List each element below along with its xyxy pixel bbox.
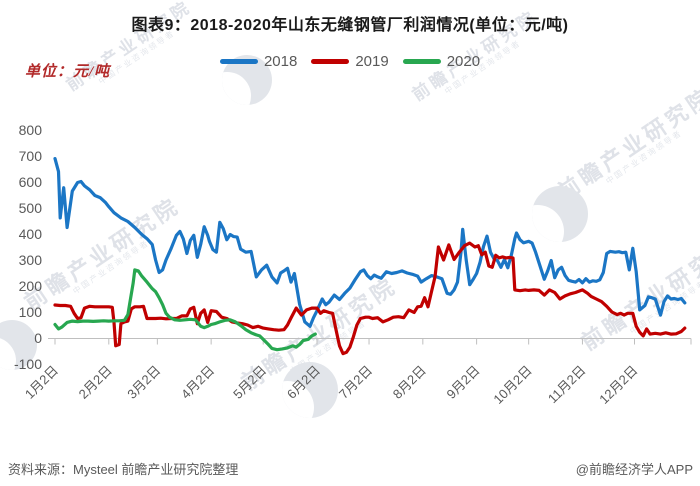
x-tick-label: 8月2日 <box>390 363 429 402</box>
series-line-2019 <box>53 241 687 356</box>
y-tick-label: 800 <box>19 122 43 138</box>
y-tick-label: -100 <box>14 356 42 372</box>
legend-swatch-2020 <box>402 59 441 64</box>
legend-swatch-2019 <box>311 59 350 64</box>
series-line-2018 <box>53 157 687 328</box>
x-tick-label: 5月2日 <box>230 363 269 402</box>
legend-swatch-2018 <box>219 59 258 64</box>
x-tick-label: 6月2日 <box>284 363 323 402</box>
y-tick-label: 0 <box>34 330 42 346</box>
legend-item-2019: 2019 <box>311 53 389 70</box>
y-tick-label: 200 <box>19 278 43 294</box>
unit-label: 单位：元/吨 <box>25 64 111 80</box>
y-tick-label: 600 <box>19 174 43 190</box>
x-tick-label: 12月2日 <box>596 363 640 407</box>
y-tick-label: 500 <box>19 200 43 216</box>
legend-label: 2020 <box>446 53 481 70</box>
x-tick-label: 9月2日 <box>444 363 483 402</box>
legend-label: 2018 <box>263 53 298 70</box>
x-tick-label: 3月2日 <box>124 363 163 402</box>
x-tick-label: 4月2日 <box>178 363 217 402</box>
y-tick-label: 400 <box>19 226 43 242</box>
x-tick-label: 2月2日 <box>76 363 115 402</box>
x-tick-label: 7月2日 <box>336 363 375 402</box>
y-tick-label: 100 <box>19 304 43 320</box>
source-note: 资料来源：Mysteel 前瞻产业研究院整理 <box>8 462 239 477</box>
y-tick-label: 700 <box>19 148 43 164</box>
legend-label: 2019 <box>355 53 389 70</box>
x-tick-label: 11月2日 <box>545 363 589 407</box>
app-credit: @前瞻经济学人APP <box>575 462 693 477</box>
chart-title: 图表9：2018-2020年山东无缝钢管厂利润情况(单位：元/吨) <box>131 17 569 34</box>
legend-item-2018: 2018 <box>219 53 298 70</box>
y-tick-label: 300 <box>19 252 43 268</box>
legend-item-2020: 2020 <box>402 53 481 70</box>
series-line-2020 <box>53 268 317 352</box>
x-tick-label: 10月2日 <box>490 363 534 407</box>
